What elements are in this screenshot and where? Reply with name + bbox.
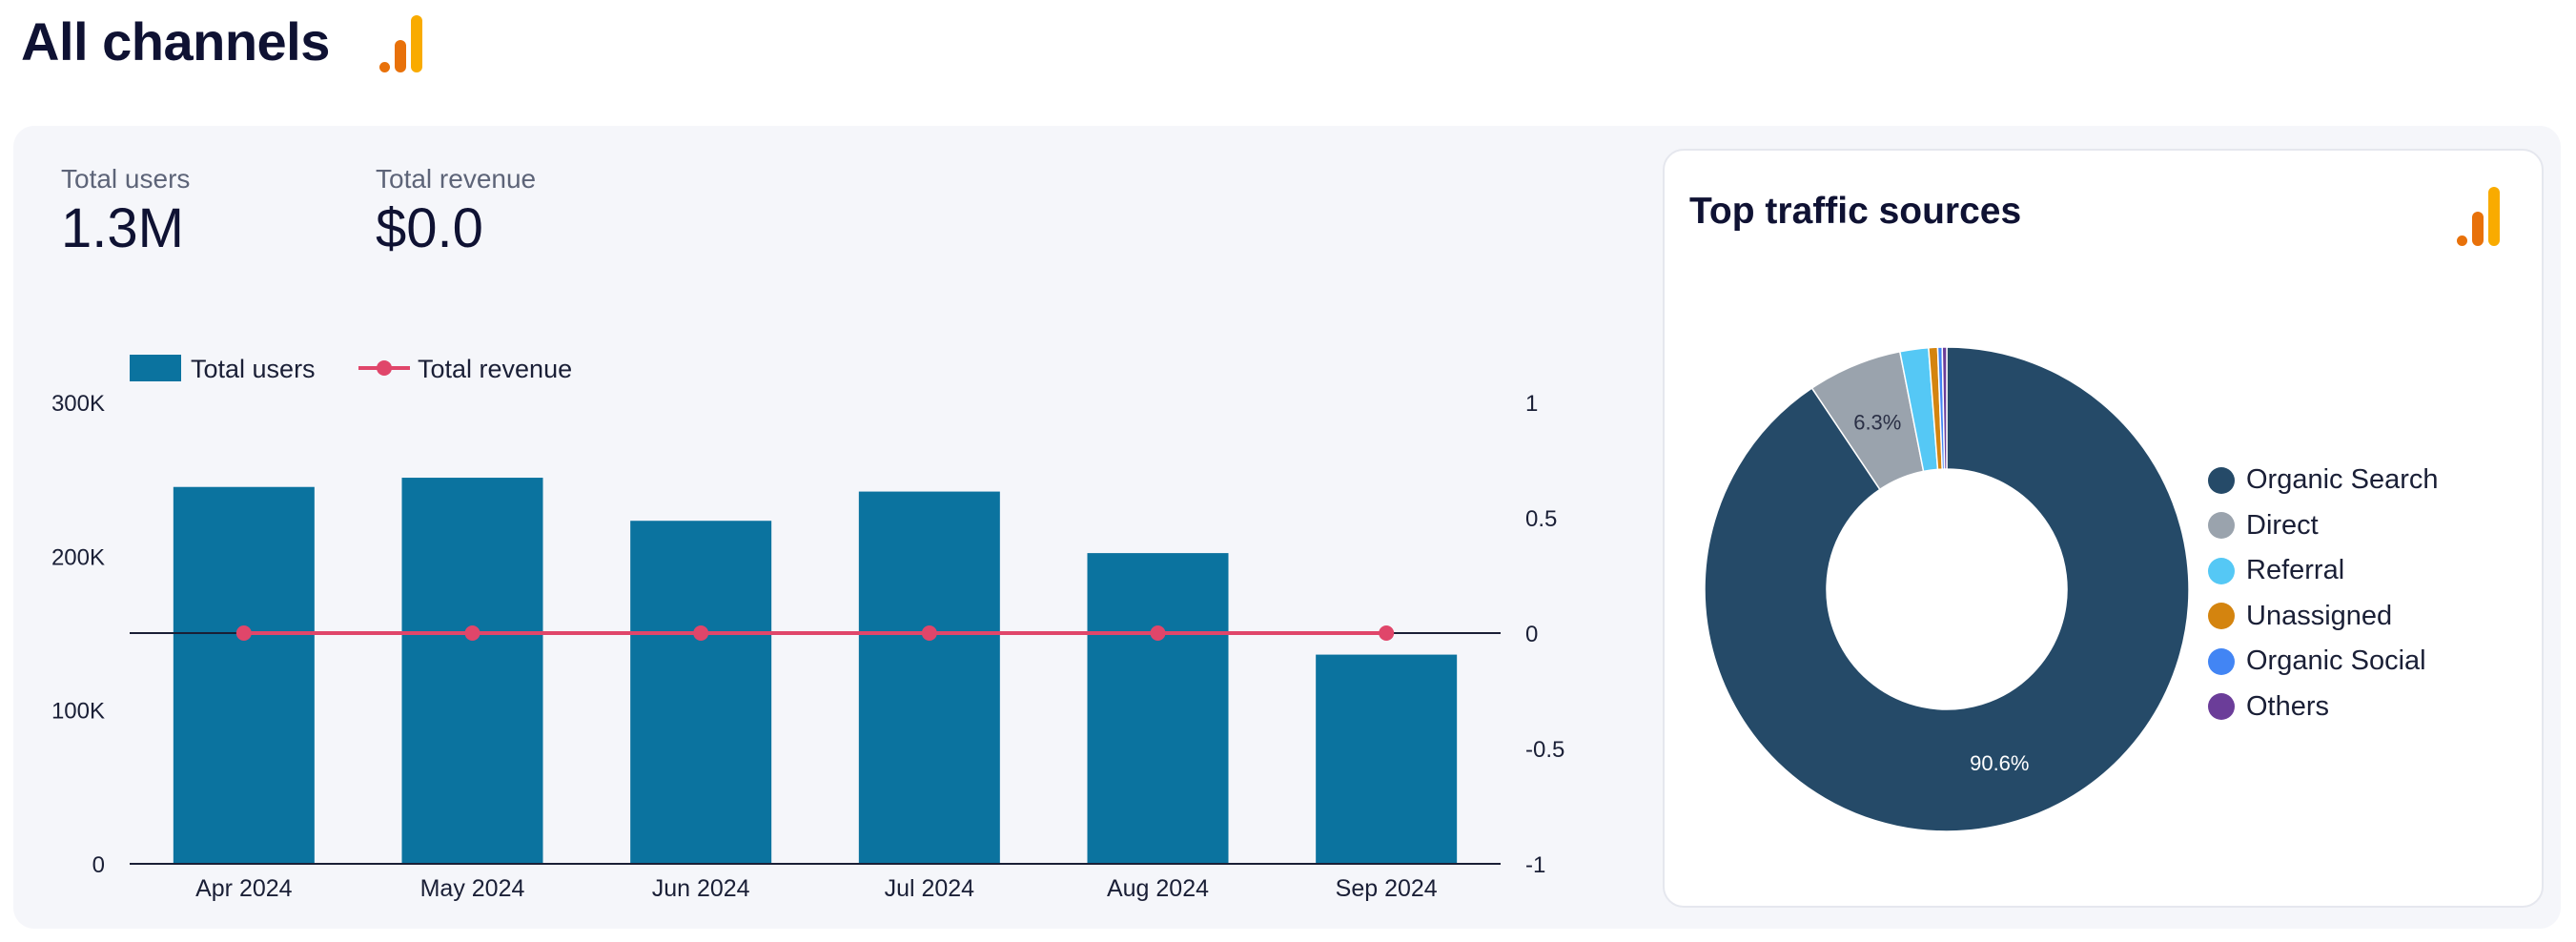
donut-legend: Organic Search Direct Referral Unassigned Or… [2208, 458, 2439, 729]
legend-swatch [2208, 466, 2235, 494]
kpi-total-revenue: Total revenue $0.0 [376, 164, 536, 260]
analytics-logo-icon [2457, 187, 2500, 246]
legend-item-organic-social[interactable]: Organic Social [2208, 639, 2439, 685]
legend-label: Organic Social [2246, 645, 2426, 677]
x-tick-label: Jun 2024 [652, 875, 750, 902]
kpi-label: Total users [61, 164, 191, 194]
y-left-tick-label: 300K [51, 391, 105, 417]
x-tick-label: May 2024 [420, 875, 525, 902]
users-revenue-combo-chart: Total users Total revenue 300K 200K 100K 0 1 0.… [51, 355, 1564, 902]
bar-total-users[interactable] [1087, 553, 1229, 864]
bar-total-users[interactable] [630, 521, 772, 864]
point-total-revenue[interactable] [921, 625, 937, 641]
kpi-value: 1.3M [61, 197, 184, 259]
legend-label: Unassigned [2246, 600, 2393, 631]
donut-slice-others[interactable] [1941, 346, 1948, 470]
legend-swatch [2208, 512, 2235, 540]
legend-label: Organic Search [2246, 464, 2439, 496]
legend-item-referral[interactable]: Referral [2208, 548, 2439, 594]
bar-total-users[interactable] [1316, 654, 1458, 864]
donut-slice-organic-search[interactable] [1704, 346, 2190, 832]
analytics-logo-icon [378, 13, 422, 72]
legend-swatch-total-users [130, 355, 181, 381]
bar-total-users[interactable] [401, 478, 543, 864]
legend-item-unassigned[interactable]: Unassigned [2208, 594, 2439, 640]
x-tick-label: Sep 2024 [1336, 875, 1438, 902]
bar-total-users[interactable] [858, 491, 1000, 864]
kpi-label: Total revenue [376, 164, 537, 194]
page-header: All channels [21, 0, 422, 82]
legend-marker-total-revenue [377, 360, 392, 376]
kpi-total-users: Total users 1.3M [61, 164, 190, 260]
bar-total-users[interactable] [173, 486, 315, 864]
donut-data-label: 6.3% [1853, 410, 1901, 434]
legend-swatch [2208, 603, 2235, 630]
legend-label: Direct [2246, 509, 2319, 541]
y-right-tick-label: 1 [1525, 391, 1538, 417]
chart-legend: Total users Total revenue [130, 355, 572, 383]
point-total-revenue[interactable] [235, 625, 252, 641]
y-right-tick-label: -0.5 [1525, 737, 1564, 763]
donut-data-label: 90.6% [1970, 751, 2029, 775]
legend-item-direct[interactable]: Direct [2208, 503, 2439, 549]
point-total-revenue[interactable] [693, 625, 709, 641]
legend-label-total-revenue: Total revenue [418, 355, 572, 383]
x-tick-label: Jul 2024 [885, 875, 975, 902]
top-traffic-sources-card: Top traffic sources 90.6% 6.3% Organic Se… [1663, 149, 2544, 908]
point-total-revenue[interactable] [1150, 625, 1166, 641]
legend-item-others[interactable]: Others [2208, 685, 2439, 730]
y-left-tick-label: 200K [51, 544, 105, 570]
x-tick-label: Aug 2024 [1107, 875, 1209, 902]
page-title: All channels [21, 10, 330, 72]
legend-swatch [2208, 647, 2235, 675]
legend-label-total-users: Total users [191, 355, 316, 383]
legend-swatch [2208, 693, 2235, 721]
y-right-tick-label: 0 [1525, 622, 1538, 647]
kpi-value: $0.0 [376, 197, 483, 259]
point-total-revenue[interactable] [1379, 625, 1395, 641]
legend-label: Referral [2246, 555, 2345, 586]
legend-item-organic-search[interactable]: Organic Search [2208, 458, 2439, 503]
x-tick-label: Apr 2024 [195, 875, 293, 902]
y-left-tick-label: 100K [51, 699, 105, 725]
legend-label: Others [2246, 690, 2330, 722]
traffic-sources-donut-chart: 90.6% 6.3% [1704, 346, 2190, 832]
card-title: Top traffic sources [1689, 191, 2022, 232]
point-total-revenue[interactable] [464, 625, 480, 641]
y-right-tick-label: 0.5 [1525, 506, 1557, 532]
overview-panel: Total users 1.3M Total revenue $0.0 Tota… [13, 126, 2561, 929]
legend-swatch [2208, 557, 2235, 584]
y-right-tick-label: -1 [1525, 852, 1545, 878]
y-left-tick-label: 0 [92, 852, 105, 878]
